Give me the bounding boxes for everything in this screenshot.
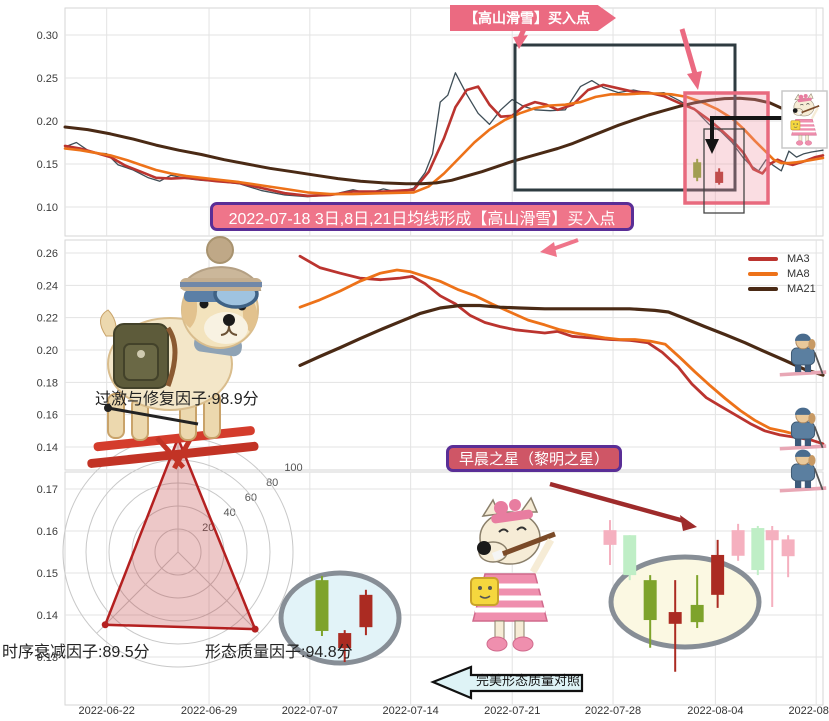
svg-text:20: 20	[202, 522, 214, 534]
candle	[693, 162, 702, 178]
signal-banner: 2022-07-18 3日,8日,21日均线形成【高山滑雪】买入点	[210, 202, 634, 231]
quality-factor-label: 形态质量因子:94.8分	[205, 644, 353, 661]
overlay-graphics	[87, 27, 828, 700]
legend-swatch	[748, 256, 778, 261]
banner-pointer-arrow	[540, 238, 579, 257]
svg-text:2022-08-04: 2022-08-04	[687, 705, 743, 717]
candle	[668, 612, 682, 624]
compare-arrow-shape	[430, 665, 584, 700]
decay-factor-label: 时序衰减因子:89.5分	[2, 644, 150, 661]
svg-text:0.20: 0.20	[37, 345, 58, 357]
badge-pointer-arrow-right	[679, 28, 702, 90]
candle	[603, 530, 617, 545]
svg-text:0.14: 0.14	[37, 610, 58, 622]
candle	[359, 594, 373, 628]
svg-text:2022-06-22: 2022-06-22	[79, 705, 135, 717]
svg-text:80: 80	[266, 477, 278, 489]
ski-dog-image	[87, 236, 262, 470]
legend-swatch	[748, 271, 778, 276]
radar-chart: 20406080100	[62, 434, 303, 668]
svg-text:0.17: 0.17	[37, 484, 58, 496]
series-MA8	[298, 268, 802, 438]
morning-star-label: 早晨之星（黎明之星）	[458, 451, 609, 468]
buy-zone-box	[683, 91, 770, 205]
legend: MA3 MA8 MA21	[748, 251, 816, 296]
morning-star-arrow	[549, 481, 697, 531]
candle	[711, 554, 725, 595]
buy-point-arrowhead	[705, 139, 719, 154]
candle	[781, 539, 795, 557]
svg-text:0.25: 0.25	[37, 73, 58, 85]
svg-text:0.13: 0.13	[37, 652, 58, 664]
toothbrush-girl-image	[471, 498, 555, 651]
svg-text:2022-07-14: 2022-07-14	[383, 705, 439, 717]
series-MA3	[298, 254, 825, 446]
series-MA21	[63, 96, 825, 186]
candle	[751, 528, 765, 571]
compare-arrow-label: 完美形态质量对照	[476, 673, 581, 688]
svg-text:0.26: 0.26	[37, 248, 58, 260]
ski-buy-point-badge: 【高山滑雪】买入点	[450, 5, 616, 31]
grid-layer: 0.30 0.25 0.20 0.15 0.10 0.26 0.24 0.22 0.20 0.18…	[37, 7, 829, 717]
legend-label: MA3	[787, 252, 810, 265]
legend-item: MA21	[748, 281, 816, 296]
svg-text:0.15: 0.15	[37, 159, 58, 171]
candle	[765, 530, 779, 541]
legend-label: MA21	[787, 282, 816, 295]
svg-text:0.10: 0.10	[37, 202, 58, 214]
series-layer	[63, 72, 825, 446]
svg-text:2022-06-29: 2022-06-29	[181, 705, 237, 717]
candle	[715, 171, 724, 183]
candle	[315, 580, 329, 631]
svg-text:2022-08-11: 2022-08-11	[788, 705, 829, 717]
factor-triangle	[103, 434, 257, 631]
svg-text:0.15: 0.15	[37, 568, 58, 580]
overshoot-factor-label: 过激与修复因子:98.9分	[95, 391, 259, 408]
legend-item: MA3	[748, 251, 816, 266]
candle	[690, 604, 704, 623]
svg-text:0.24: 0.24	[37, 280, 58, 292]
morning-star-badge: 早晨之星（黎明之星）	[446, 445, 622, 472]
svg-text:0.16: 0.16	[37, 526, 58, 538]
svg-text:0.14: 0.14	[37, 442, 58, 454]
svg-text:2022-07-21: 2022-07-21	[484, 705, 540, 717]
svg-text:0.18: 0.18	[37, 377, 58, 389]
series-MA21	[298, 303, 825, 377]
candle	[338, 633, 352, 649]
candle	[731, 530, 745, 556]
svg-text:100: 100	[284, 462, 302, 474]
ski-buy-point-label: 【高山滑雪】买入点	[464, 10, 590, 26]
svg-text:2022-07-07: 2022-07-07	[282, 705, 338, 717]
candle	[643, 580, 657, 621]
legend-label: MA8	[787, 267, 810, 280]
pattern-focus-box	[703, 128, 745, 214]
legend-swatch	[748, 286, 778, 291]
svg-text:0.20: 0.20	[37, 116, 58, 128]
svg-text:0.30: 0.30	[37, 30, 58, 42]
svg-text:0.16: 0.16	[37, 410, 58, 422]
svg-text:2022-07-28: 2022-07-28	[585, 705, 641, 717]
buy-point-arrow	[710, 116, 783, 140]
svg-text:40: 40	[223, 507, 235, 519]
candle	[623, 535, 637, 576]
signal-banner-label: 2022-07-18 3日,8日,21日均线形成【高山滑雪】买入点	[228, 210, 616, 228]
candles-layer	[315, 158, 795, 672]
svg-text:0.22: 0.22	[37, 313, 58, 325]
legend-item: MA8	[748, 266, 816, 281]
